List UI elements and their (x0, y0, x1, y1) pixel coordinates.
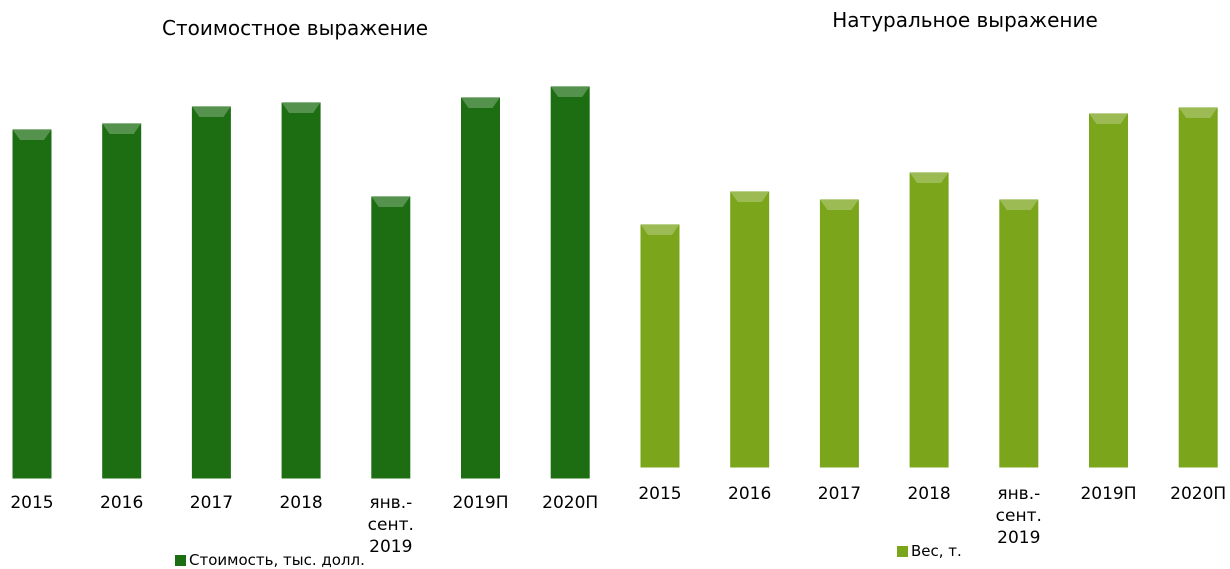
legend-label: Вес, т. (911, 542, 962, 560)
x-tick-label: 2015 (10, 493, 54, 513)
x-tick-label: 2018 (907, 484, 951, 504)
bar-top (1089, 114, 1128, 124)
legend-entry: Стоимость, тыс. долл. (175, 551, 365, 569)
x-tick-label: 2017 (817, 484, 862, 504)
x-tick-label: 2020П (1170, 484, 1227, 504)
bar-top (1179, 108, 1218, 118)
legend-swatch (897, 545, 908, 557)
x-tick-label: 2020П (542, 493, 599, 513)
bar (102, 123, 142, 479)
legend-label: Стоимость, тыс. долл. (189, 551, 365, 569)
bar-top (999, 200, 1038, 210)
bar (371, 196, 411, 479)
x-tick-label: янв.-сент. 2019 (367, 493, 414, 557)
bar-top (551, 87, 590, 97)
bar (12, 129, 52, 479)
bar-top (13, 130, 51, 140)
bar (550, 86, 590, 479)
bar-top (102, 124, 141, 134)
x-tick-label: 2018 (279, 493, 323, 513)
bar (999, 199, 1039, 468)
bar (1178, 107, 1218, 468)
bar (1089, 113, 1128, 468)
bar-top (371, 197, 410, 207)
bar-top (820, 200, 859, 210)
x-tick-label: 2019П (1080, 484, 1137, 504)
bar (281, 102, 321, 479)
legend-swatch (175, 554, 186, 566)
bar (909, 172, 949, 468)
bar (640, 224, 680, 468)
bar-top (910, 173, 949, 183)
chart-title: Натуральное выражение (832, 8, 1098, 32)
bar-top (282, 103, 321, 113)
bar (191, 106, 231, 479)
chart-title: Стоимостное выражение (161, 16, 429, 40)
bar-top (461, 98, 500, 108)
bar-top (641, 225, 679, 235)
bar-top (730, 192, 769, 202)
legend-entry: Вес, т. (897, 542, 962, 560)
bar (730, 191, 770, 468)
x-tick-label: 2019П (452, 493, 509, 513)
x-tick-label: янв.-сент. 2019 (995, 484, 1042, 548)
x-tick-label: 2016 (728, 484, 772, 504)
bar-top (192, 107, 231, 117)
bar (819, 199, 859, 468)
bar (461, 97, 500, 479)
x-tick-label: 2017 (189, 493, 234, 513)
x-tick-label: 2016 (100, 493, 144, 513)
x-tick-label: 2015 (638, 484, 682, 504)
